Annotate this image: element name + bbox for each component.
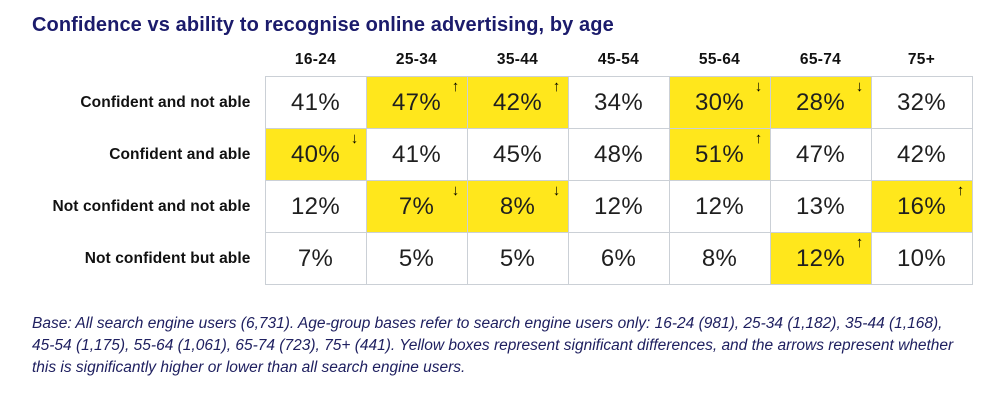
cell-value: 7% [297,244,334,272]
data-cell: 13% [769,180,872,233]
cell-value: 8% [499,192,536,220]
arrow-down-icon: ↓ [552,182,561,199]
data-cell-highlighted: 16% ↑ [870,180,973,233]
data-cell-highlighted: 12% ↑ [769,232,872,285]
table-header-row: 16-24 25-34 35-44 45-54 55-64 65-74 75+ [32,51,972,77]
cell-value: 12% [796,244,845,272]
cell-value: 12% [291,192,340,220]
arrow-down-icon: ↓ [754,78,763,95]
data-cell-highlighted: 8% ↓ [466,180,569,233]
data-cell: 47% [769,128,872,181]
cell-value: 42% [897,140,946,168]
table-row: Confident and able 40% ↓ 41% 45% 48% 51% ↑ 47% 42… [32,128,973,181]
cell-value: 6% [600,244,637,272]
row-label: Not confident and not able [52,197,251,215]
cell-value: 5% [398,244,435,272]
data-cell: 12% [264,180,367,233]
arrow-down-icon: ↓ [855,78,864,95]
arrow-up-icon: ↑ [956,182,965,199]
cell-value: 5% [499,244,536,272]
table-corner-spacer [32,51,265,77]
cell-value: 47% [392,88,441,116]
cell-value: 16% [897,192,946,220]
cell-value: 45% [493,140,542,168]
cell-value: 10% [897,244,946,272]
page-title: Confidence vs ability to recognise onlin… [32,14,614,36]
age-column-header: 16-24 [294,51,337,68]
cell-value: 13% [796,192,845,220]
age-column-header: 35-44 [496,51,539,68]
data-cell-highlighted: 47% ↑ [365,76,468,129]
cell-value: 42% [493,88,542,116]
data-cell: 41% [365,128,468,181]
data-cell: 12% [567,180,670,233]
figure-container: Confidence vs ability to recognise onlin… [32,14,973,376]
age-column-header: 45-54 [597,51,640,68]
data-cell-highlighted: 51% ↑ [668,128,771,181]
cell-value: 41% [392,140,441,168]
age-column-header: 75+ [907,51,936,68]
data-cell: 6% [567,232,670,285]
data-cell-highlighted: 30% ↓ [668,76,771,129]
data-cell-highlighted: 42% ↑ [466,76,569,129]
cell-value: 32% [897,88,946,116]
cell-value: 8% [701,244,738,272]
arrow-up-icon: ↑ [451,78,460,95]
age-column-header: 25-34 [395,51,438,68]
data-cell: 34% [567,76,670,129]
base-footnote: Base: All search engine users (6,731). A… [32,315,954,376]
cell-value: 48% [594,140,643,168]
data-cell: 5% [466,232,569,285]
cell-value: 12% [594,192,643,220]
arrow-down-icon: ↓ [350,130,359,147]
data-cell: 48% [567,128,670,181]
arrow-up-icon: ↑ [754,130,763,147]
data-cell: 32% [870,76,973,129]
age-column-header: 55-64 [698,51,741,68]
row-label: Not confident but able [84,249,251,267]
row-label: Confident and able [109,145,251,163]
arrow-up-icon: ↑ [855,234,864,251]
data-cell: 45% [466,128,569,181]
cell-value: 28% [796,88,845,116]
table-row: Not confident but able 7% 5% 5% 6% 8% 12% ↑ 10% [32,232,973,285]
arrow-down-icon: ↓ [451,182,460,199]
data-cell: 7% [264,232,367,285]
cell-value: 41% [291,88,340,116]
data-cell-highlighted: 40% ↓ [264,128,367,181]
cell-value: 34% [594,88,643,116]
data-cell: 42% [870,128,973,181]
age-column-header: 65-74 [799,51,842,68]
data-cell: 41% [264,76,367,129]
data-cell-highlighted: 28% ↓ [769,76,872,129]
row-label: Confident and not able [80,93,251,111]
cell-value: 47% [796,140,845,168]
data-cell: 8% [668,232,771,285]
cell-value: 51% [695,140,744,168]
data-cell: 12% [668,180,771,233]
data-cell: 5% [365,232,468,285]
confidence-ability-table: 16-24 25-34 35-44 45-54 55-64 65-74 75+ Confid… [32,51,973,285]
cell-value: 12% [695,192,744,220]
cell-value: 7% [398,192,435,220]
table-row: Not confident and not able 12% 7% ↓ 8% ↓ 12% 12… [32,180,973,233]
data-cell: 10% [870,232,973,285]
cell-value: 40% [291,140,340,168]
data-cell-highlighted: 7% ↓ [365,180,468,233]
table-row: Confident and not able 41% 47% ↑ 42% ↑ 34% 30% ↓… [32,76,973,129]
arrow-up-icon: ↑ [552,78,561,95]
cell-value: 30% [695,88,744,116]
